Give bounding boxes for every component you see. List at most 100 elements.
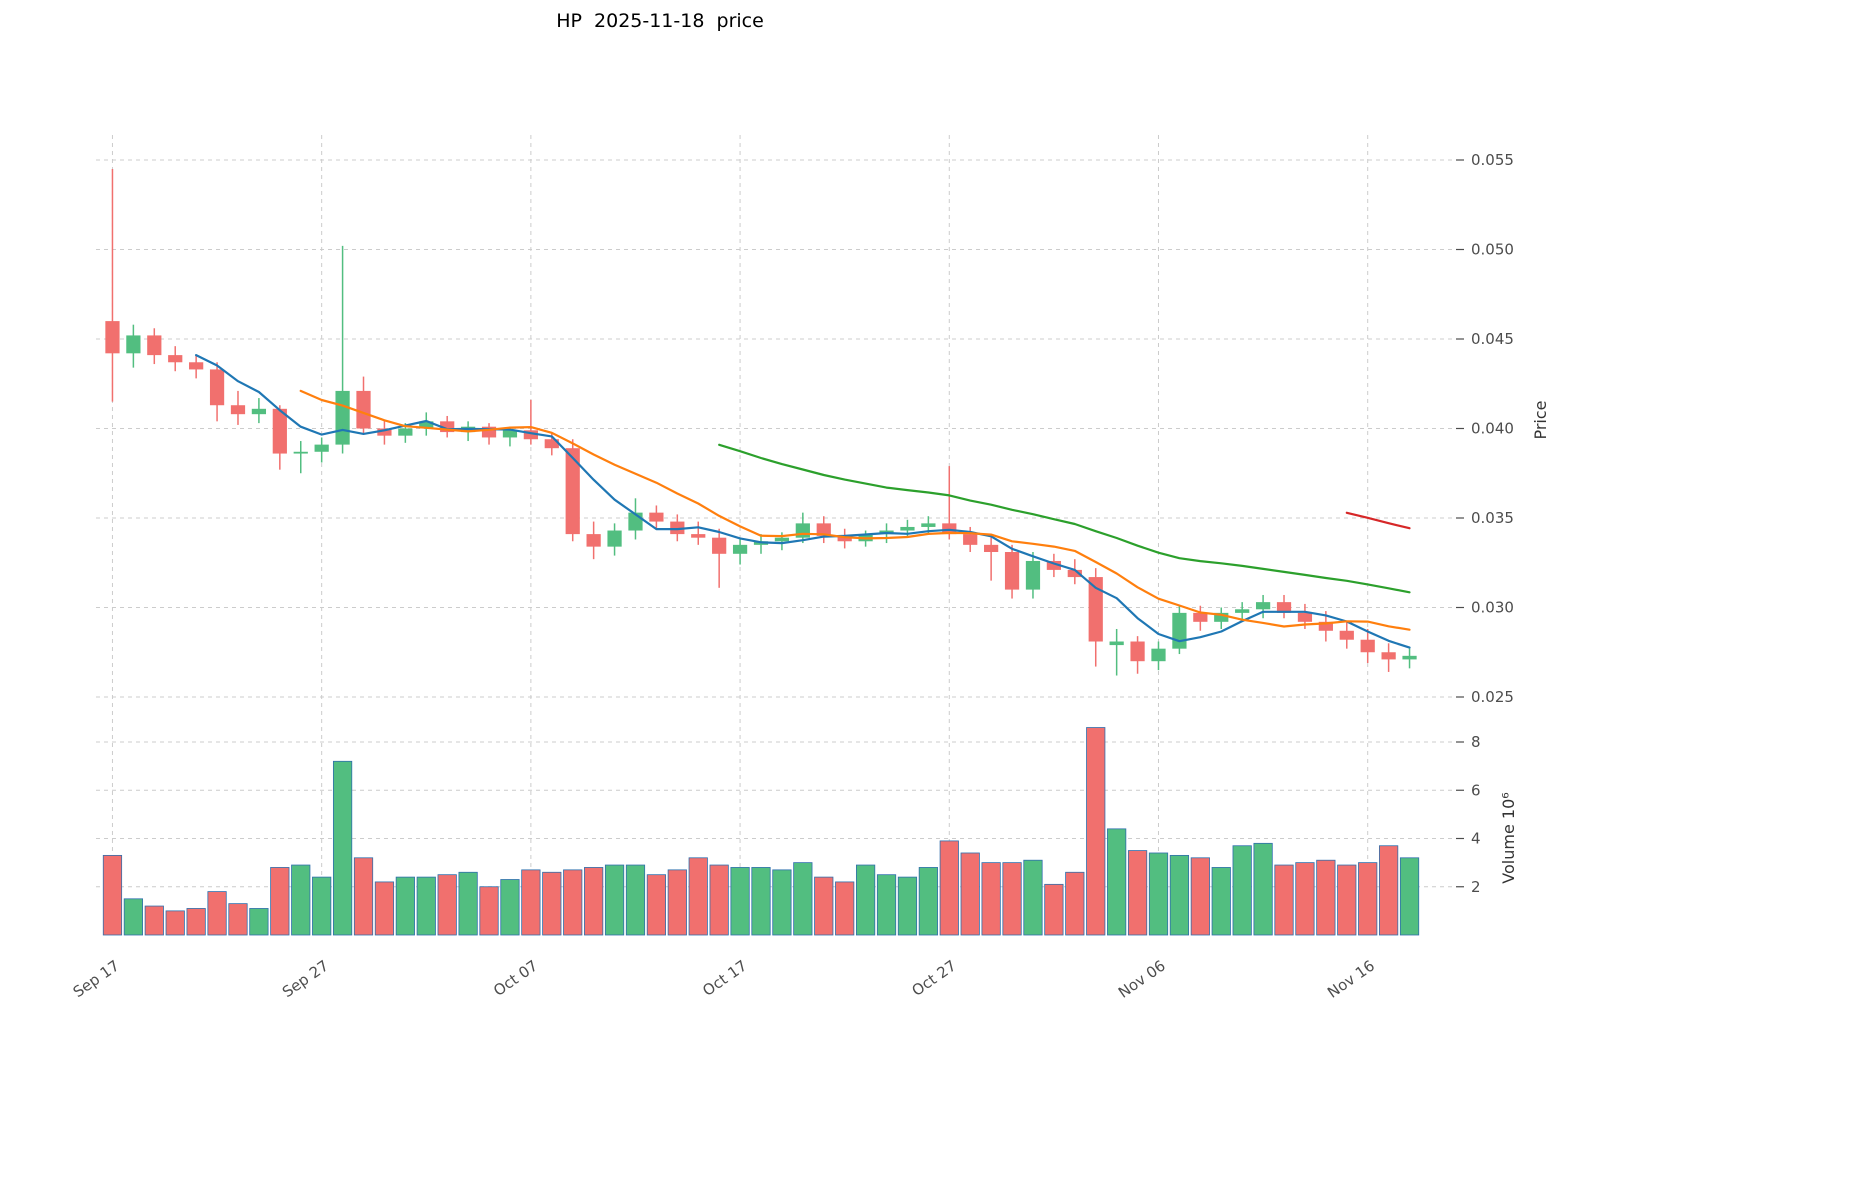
price-tick-label: 0.045 — [1471, 330, 1514, 348]
candle-body — [1130, 641, 1145, 662]
volume-bar — [186, 908, 206, 936]
volume-bar — [751, 867, 771, 936]
volume-bar — [688, 857, 708, 936]
candle-body — [837, 535, 852, 542]
candle-body — [1297, 612, 1313, 622]
price-tick-label: 0.035 — [1471, 509, 1514, 527]
candle-body — [209, 369, 225, 406]
candle-body — [1004, 552, 1020, 590]
volume-bar — [123, 898, 143, 936]
volume-bar — [876, 874, 897, 936]
volume-bar — [960, 852, 980, 936]
volume-bar — [291, 864, 311, 936]
volume-bar — [479, 886, 499, 936]
moving-averages-layer — [195, 354, 1411, 649]
x-tick-label: Nov 06 — [1115, 957, 1169, 1002]
candle-body — [272, 408, 287, 454]
x-tick-label: Sep 27 — [279, 957, 332, 1002]
candle — [1025, 552, 1041, 599]
candle-body — [481, 426, 497, 438]
candle — [900, 519, 915, 538]
candle — [586, 521, 601, 560]
volume-bar — [353, 857, 374, 936]
x-tick-label: Sep 17 — [70, 957, 123, 1002]
volume-bar — [1253, 842, 1273, 936]
candle — [1004, 544, 1020, 599]
candle — [1172, 605, 1187, 655]
candle — [377, 419, 392, 445]
volume-tick-label: 6 — [1471, 781, 1481, 799]
volume-bar — [1358, 862, 1378, 936]
candle — [335, 245, 350, 454]
volume-tick-label: 8 — [1471, 733, 1481, 751]
candle — [1109, 628, 1124, 676]
candle — [1235, 602, 1250, 622]
volume-tick-label: 4 — [1471, 830, 1481, 848]
volume-bar — [981, 862, 1001, 936]
volume-bar — [102, 854, 123, 936]
candle-body — [1046, 560, 1062, 570]
candle-body — [1109, 641, 1124, 646]
volume-bar — [249, 908, 269, 936]
candle — [1046, 553, 1062, 578]
candle-body — [732, 544, 748, 554]
volume-bar — [897, 876, 918, 936]
volume-bar — [270, 867, 290, 936]
x-tick-label: Nov 16 — [1324, 957, 1378, 1002]
candle-body — [523, 430, 538, 440]
candle — [1214, 607, 1229, 629]
candle — [670, 514, 685, 542]
candle — [230, 390, 246, 425]
price-tick-label: 0.055 — [1471, 151, 1514, 169]
price-tick-label: 0.050 — [1471, 241, 1514, 259]
volume-bar — [1211, 867, 1231, 936]
volume-bar — [709, 864, 729, 936]
candle-body — [1193, 612, 1208, 622]
candle-body — [1318, 621, 1333, 631]
volume-bar — [165, 910, 185, 936]
volume-bar — [1127, 850, 1148, 936]
candle-body — [1339, 630, 1354, 640]
volume-bar — [1379, 845, 1399, 936]
candle — [607, 523, 622, 556]
candle-body — [293, 451, 308, 454]
volume-bar — [667, 869, 687, 936]
candle — [984, 535, 999, 581]
volume-bar — [144, 905, 164, 936]
candle — [753, 534, 769, 554]
candle — [168, 346, 183, 372]
candle-body — [1235, 609, 1250, 613]
candle-body — [440, 421, 455, 433]
candle — [126, 324, 141, 368]
candle — [419, 412, 434, 436]
volume-bar — [458, 871, 478, 936]
candle-body — [565, 448, 580, 535]
candle — [440, 415, 455, 438]
volume-bar — [772, 869, 792, 936]
price-tick-label: 0.040 — [1471, 420, 1514, 438]
candle-body — [230, 405, 246, 415]
candle-body — [670, 521, 685, 535]
candle — [189, 355, 204, 379]
x-tick-label: Oct 17 — [699, 957, 750, 1000]
candle-body — [126, 335, 141, 354]
volume-bar — [1232, 845, 1252, 936]
price-tick-label: 0.025 — [1471, 688, 1514, 706]
candle-body — [1067, 569, 1082, 578]
volume-bar — [604, 864, 625, 936]
candle-body — [816, 523, 831, 536]
volume-bar — [332, 760, 353, 936]
candle — [816, 516, 831, 544]
candle — [356, 376, 371, 434]
candle — [147, 328, 162, 365]
volume-bar — [228, 903, 248, 936]
candle — [251, 398, 267, 424]
candle-body — [335, 390, 350, 445]
volume-bar — [1023, 859, 1043, 936]
candle-body — [900, 526, 915, 531]
volume-bar — [207, 891, 227, 936]
candle — [523, 399, 538, 445]
volume-bar — [1274, 864, 1294, 936]
candle — [1088, 568, 1103, 667]
volume-tick-label: 2 — [1471, 878, 1481, 896]
